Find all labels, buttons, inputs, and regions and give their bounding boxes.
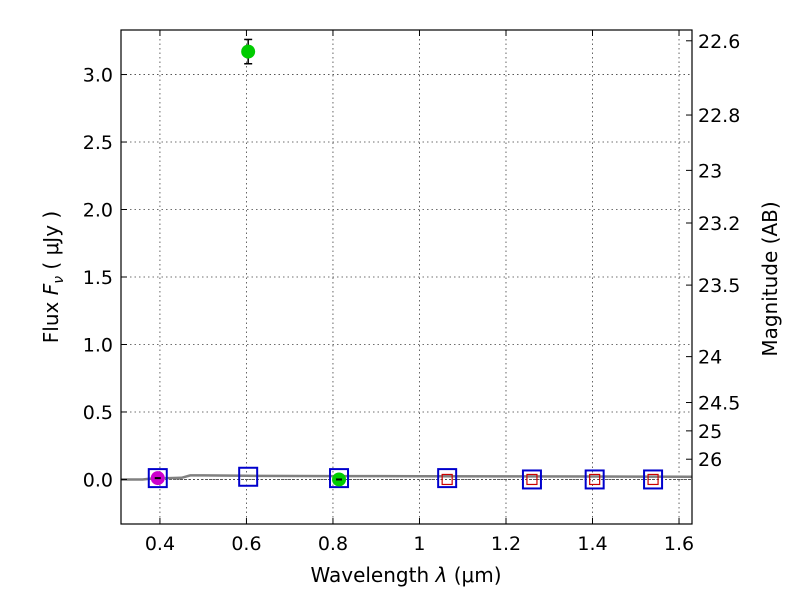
upper-limit-marker [589, 473, 601, 486]
magnitude-tick-label: 22.6 [698, 31, 740, 53]
model-photometry-square [643, 469, 664, 490]
model-spectrum-line [121, 474, 693, 481]
model-photometry-square [329, 468, 350, 489]
detection-point [241, 44, 256, 59]
magnitude-axis-label: Magnitude (AB) [758, 201, 782, 356]
grid-lines [121, 30, 692, 524]
magnitude-tick-label: 25 [698, 421, 722, 443]
x-tick-label: 0.8 [318, 533, 348, 555]
x-tick-label: 1 [413, 533, 425, 555]
model-photometry-square [584, 469, 605, 490]
model-spectrum [121, 474, 693, 481]
x-tick-label: 0.6 [231, 533, 261, 555]
model-photometry-square [147, 468, 168, 489]
upper-limit-marker [526, 473, 538, 486]
magnitude-tick-label: 23 [698, 160, 722, 182]
y-tick-label: 1.0 [83, 334, 113, 356]
magnitude-tick-label: 24.5 [698, 393, 740, 415]
x-axis-label: Wavelength λ (μm) [310, 563, 501, 587]
y-tick-label: 0.5 [83, 402, 113, 424]
magnitude-tick-label: 24 [698, 347, 722, 369]
y-tick-label: 3.0 [83, 65, 113, 87]
upper-limit-marker [647, 473, 659, 486]
x-tick-label: 1.6 [664, 533, 694, 555]
y-axis-ticks: 0.0 0.5 1.0 1.5 2.0 2.5 3.0 [83, 65, 127, 491]
model-photometry-square [521, 469, 542, 490]
magnitude-tick-label: 26 [698, 449, 722, 471]
x-tick-label: 0.4 [145, 533, 175, 555]
y-tick-label: 0.0 [83, 469, 113, 491]
x-tick-label: 1.4 [577, 533, 607, 555]
model-photometry-square [437, 468, 458, 489]
x-axis-ticks: 0.4 0.6 0.8 1 1.2 1.4 1.6 [145, 30, 694, 555]
magnitude-axis-ticks: 22.6 22.8 23 23.2 23.5 24 24.5 25 26 [686, 31, 740, 471]
data-points [147, 38, 664, 490]
model-photometry-square [238, 466, 259, 487]
y-axis-label: Flux Fν ( μJy ) [39, 211, 67, 343]
y-tick-label: 1.5 [83, 267, 113, 289]
upper-limit-marker [441, 473, 453, 486]
y-tick-label: 2.0 [83, 200, 113, 222]
magnitude-tick-label: 23.2 [698, 213, 740, 235]
magnitude-tick-label: 23.5 [698, 275, 740, 297]
y-tick-label: 2.5 [83, 132, 113, 154]
magnitude-tick-label: 22.8 [698, 105, 740, 127]
x-tick-label: 1.2 [491, 533, 521, 555]
